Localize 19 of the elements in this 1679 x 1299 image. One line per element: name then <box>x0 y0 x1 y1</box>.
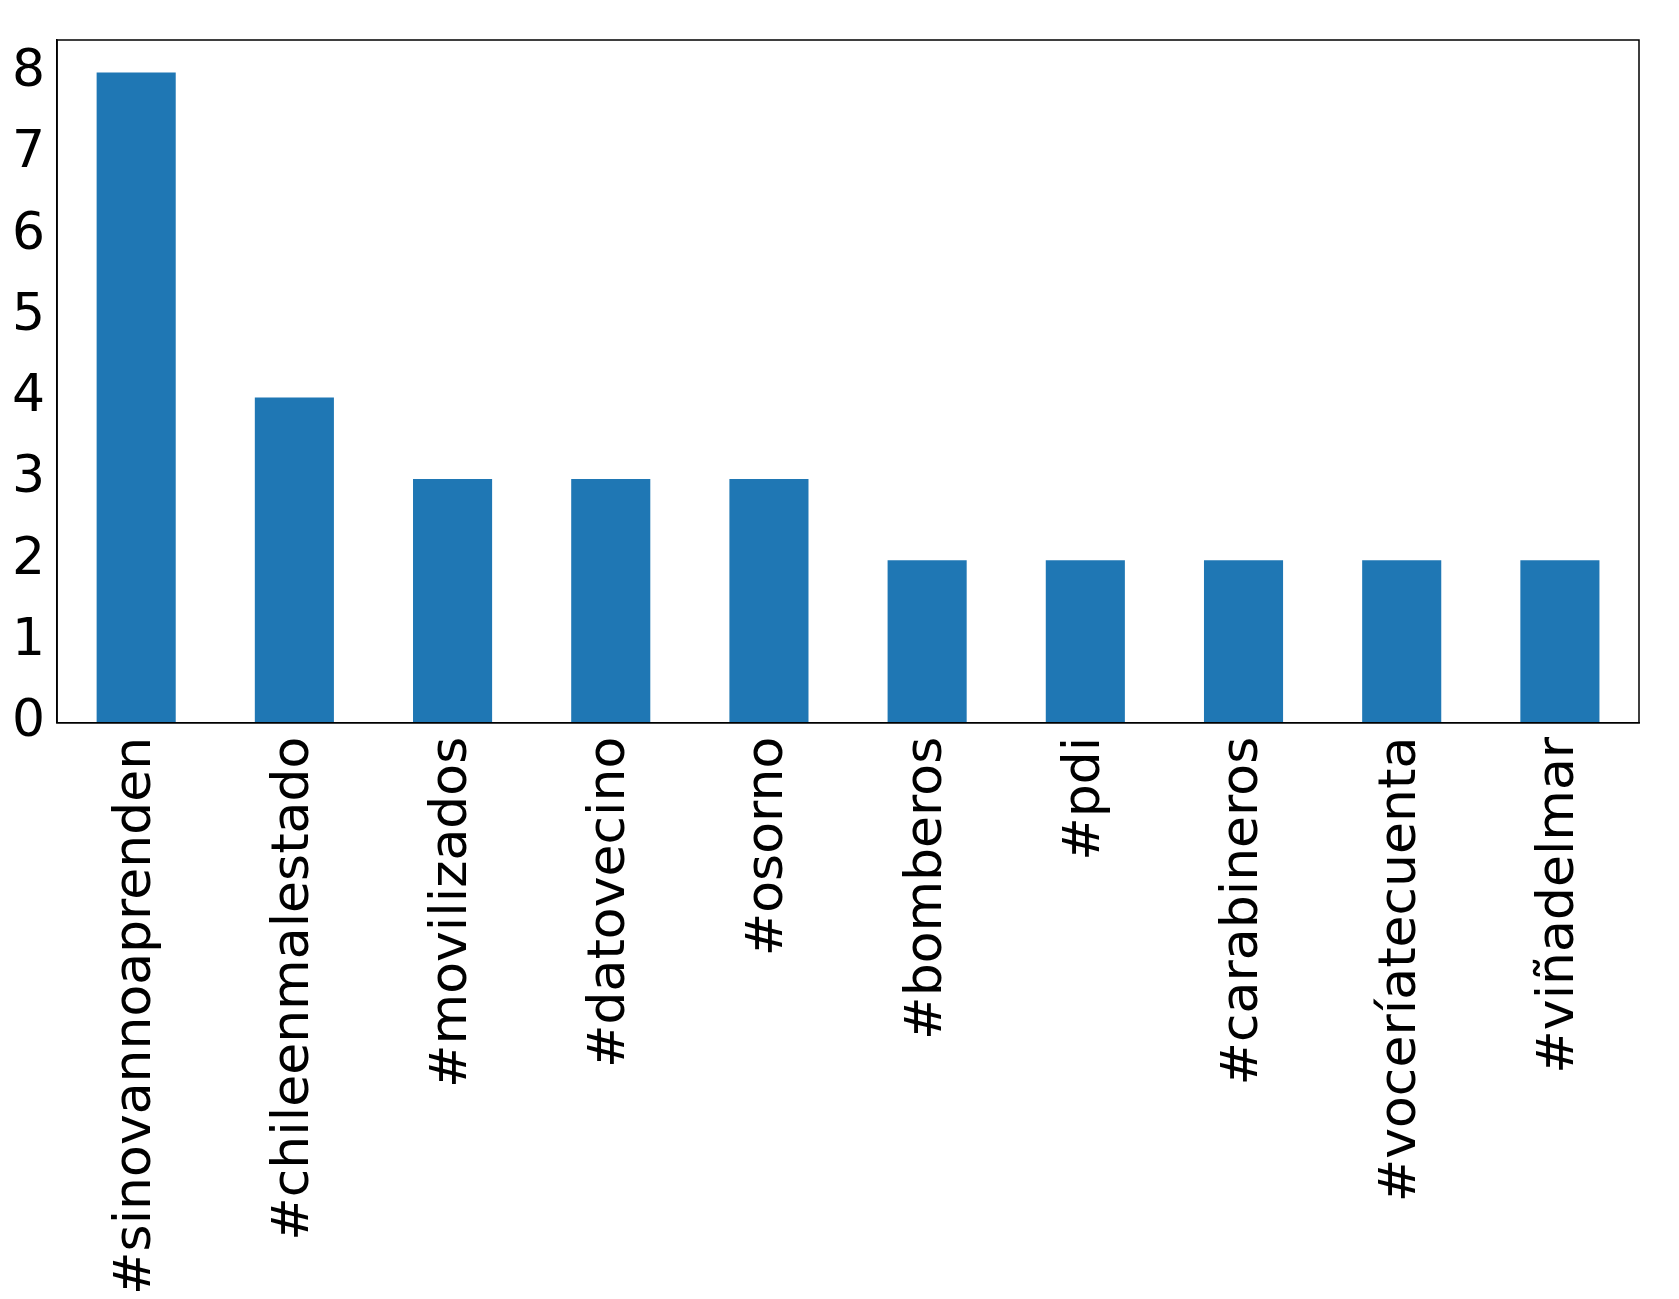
y-tick-label: 5 <box>11 281 46 342</box>
x-tick-label: #pdi <box>1050 736 1111 861</box>
x-tick-label: #sinovannoaprenden <box>101 736 162 1295</box>
x-tick-label: #movilizados <box>418 736 479 1088</box>
x-tick-label: #osorno <box>734 736 795 957</box>
x-tick-label: #datovecino <box>576 736 637 1068</box>
x-tick-label: #viñadelmar <box>1525 736 1586 1074</box>
y-tick-label: 1 <box>11 606 46 667</box>
x-tick-label: #voceríatecuenta <box>1367 736 1428 1203</box>
y-tick-label: 4 <box>11 363 46 424</box>
x-tick-label: #bomberos <box>892 736 953 1040</box>
y-tick-label: 7 <box>11 119 46 180</box>
y-tick-label: 2 <box>11 525 46 586</box>
y-tick-label: 0 <box>11 688 46 749</box>
x-tick-label: #chileenmalestado <box>259 736 320 1241</box>
x-tick-label: #carabineros <box>1209 736 1270 1086</box>
y-tick-label: 3 <box>11 444 46 505</box>
y-tick-label: 6 <box>11 200 46 261</box>
y-tick-label: 8 <box>11 38 46 99</box>
